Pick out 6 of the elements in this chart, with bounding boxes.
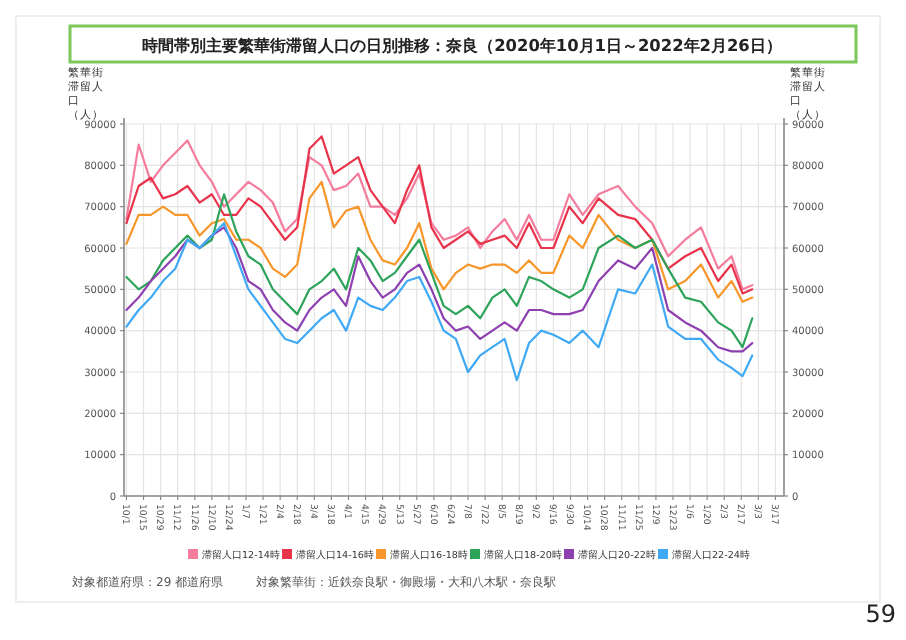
line-series (125, 180, 754, 303)
line-series (125, 193, 754, 349)
chart-title: 時間帯別主要繁華街滞留人口の日別推移：奈良（2020年10月1日～2022年2月26日） (142, 35, 782, 55)
text: 59 (865, 600, 896, 628)
line-series (125, 222, 754, 382)
line-series (125, 226, 754, 353)
